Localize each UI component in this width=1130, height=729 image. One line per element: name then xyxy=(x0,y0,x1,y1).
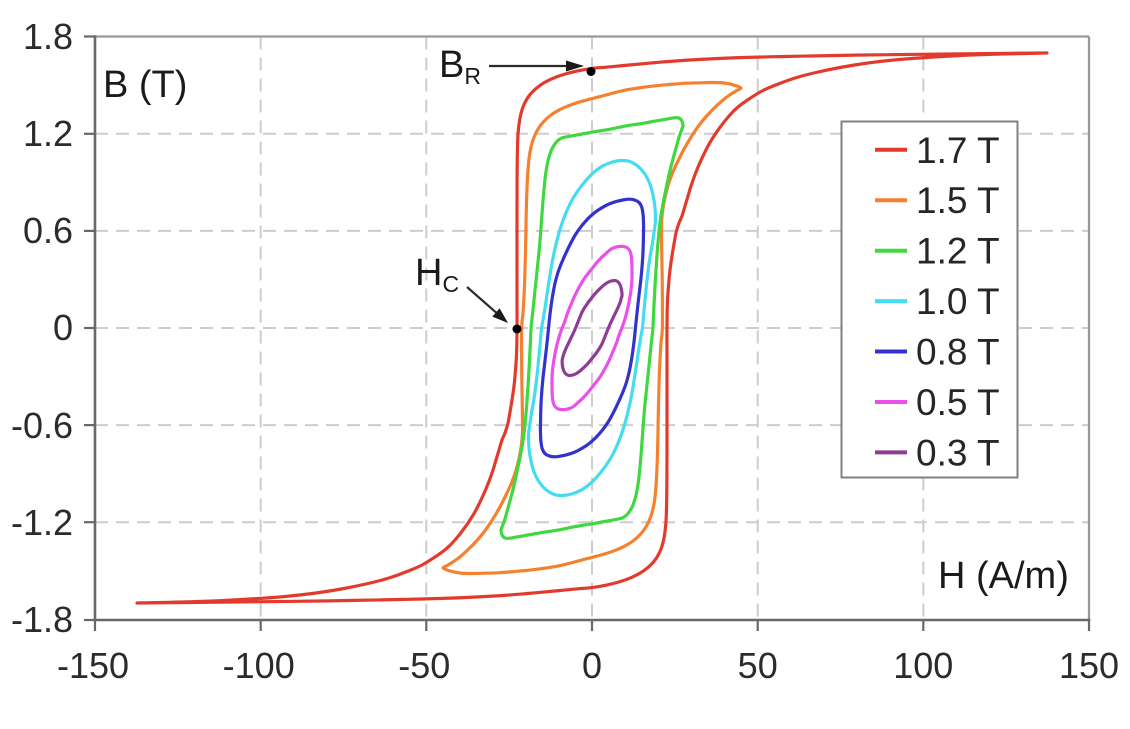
svg-text:-1.8: -1.8 xyxy=(11,599,73,640)
svg-text:0: 0 xyxy=(53,307,73,348)
svg-text:H (A/m): H (A/m) xyxy=(938,555,1069,597)
svg-text:-150: -150 xyxy=(57,645,129,686)
svg-text:1.2: 1.2 xyxy=(23,113,73,154)
svg-text:1.8: 1.8 xyxy=(23,16,73,57)
svg-text:0.3 T: 0.3 T xyxy=(916,432,1000,473)
svg-text:0.5 T: 0.5 T xyxy=(916,382,1000,423)
svg-text:1.5 T: 1.5 T xyxy=(916,180,1000,221)
svg-text:0: 0 xyxy=(582,645,602,686)
svg-text:1.0 T: 1.0 T xyxy=(916,281,1000,322)
svg-text:150: 150 xyxy=(1059,645,1119,686)
svg-text:1.2 T: 1.2 T xyxy=(916,231,1000,272)
svg-text:-50: -50 xyxy=(398,645,450,686)
svg-text:B (T): B (T) xyxy=(103,64,187,106)
svg-text:0.8 T: 0.8 T xyxy=(916,332,1000,373)
svg-text:0.6: 0.6 xyxy=(23,210,73,251)
svg-text:-1.2: -1.2 xyxy=(11,502,73,543)
svg-text:50: 50 xyxy=(738,645,778,686)
svg-text:1.7 T: 1.7 T xyxy=(916,130,1000,171)
svg-text:100: 100 xyxy=(893,645,953,686)
svg-text:-0.6: -0.6 xyxy=(11,405,73,446)
svg-text:-100: -100 xyxy=(223,645,295,686)
